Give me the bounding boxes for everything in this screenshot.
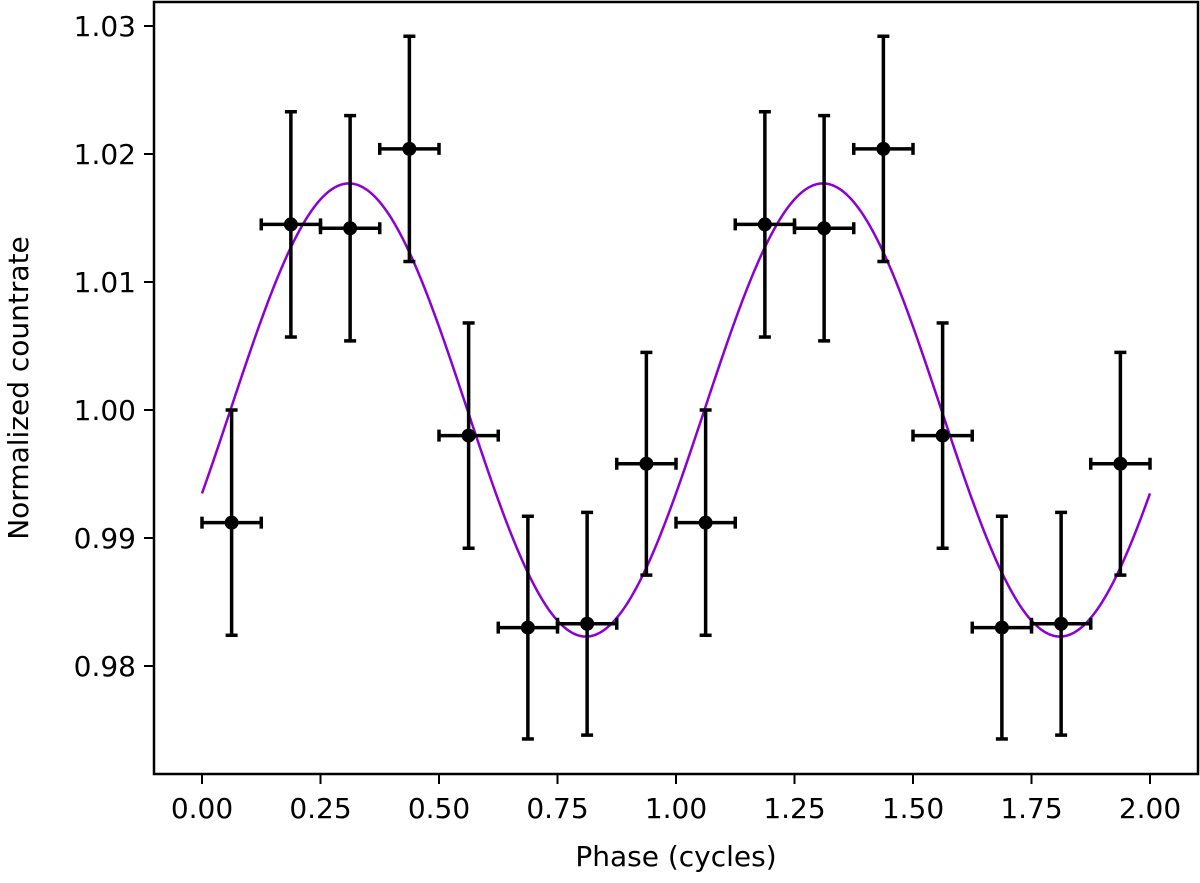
- x-axis-ticks: 0.00 0.25 0.50 0.75 1.00 1.25 1.50 1.75 2.00: [171, 774, 1181, 825]
- x-tick-label: 1.25: [763, 792, 825, 825]
- data-point: [437, 321, 500, 550]
- y-tick-label: 0.98: [74, 650, 136, 683]
- x-tick-label: 0.25: [289, 792, 351, 825]
- y-tick-label: 1.01: [74, 266, 136, 299]
- x-tick-label: 0.00: [171, 792, 233, 825]
- data-point: [1089, 350, 1152, 577]
- data-point: [259, 110, 323, 339]
- x-tick-label: 0.75: [526, 792, 588, 825]
- data-points: [200, 34, 1152, 741]
- data-point: [555, 510, 619, 737]
- data-point: [792, 113, 856, 343]
- y-axis-label: Normalized countrate: [2, 236, 35, 540]
- fit-curve: [200, 182, 1152, 638]
- data-point: [674, 408, 737, 638]
- y-tick-label: 1.00: [74, 394, 136, 427]
- data-point: [852, 34, 915, 264]
- sinusoid-fit-line: [200, 182, 1152, 638]
- y-tick-label: 0.99: [74, 522, 136, 555]
- data-point: [200, 408, 263, 638]
- data-point: [378, 34, 441, 264]
- x-tick-label: 2.00: [1119, 792, 1181, 825]
- data-point: [733, 110, 797, 339]
- data-point: [970, 514, 1034, 741]
- data-point: [318, 113, 382, 343]
- y-axis-ticks: 0.98 0.99 1.00 1.01 1.02 1.03: [74, 10, 154, 683]
- y-tick-label: 1.02: [74, 138, 136, 171]
- axes-frame: [152, 0, 1200, 776]
- x-tick-label: 0.50: [408, 792, 470, 825]
- x-tick-label: 1.75: [1000, 792, 1062, 825]
- x-tick-label: 1.50: [882, 792, 944, 825]
- x-tick-label: 1.00: [645, 792, 707, 825]
- y-tick-label: 1.03: [74, 10, 136, 43]
- data-point: [911, 321, 974, 550]
- data-point: [615, 350, 678, 577]
- x-axis-label: Phase (cycles): [575, 840, 776, 873]
- data-point: [496, 514, 560, 741]
- data-point: [1029, 510, 1093, 737]
